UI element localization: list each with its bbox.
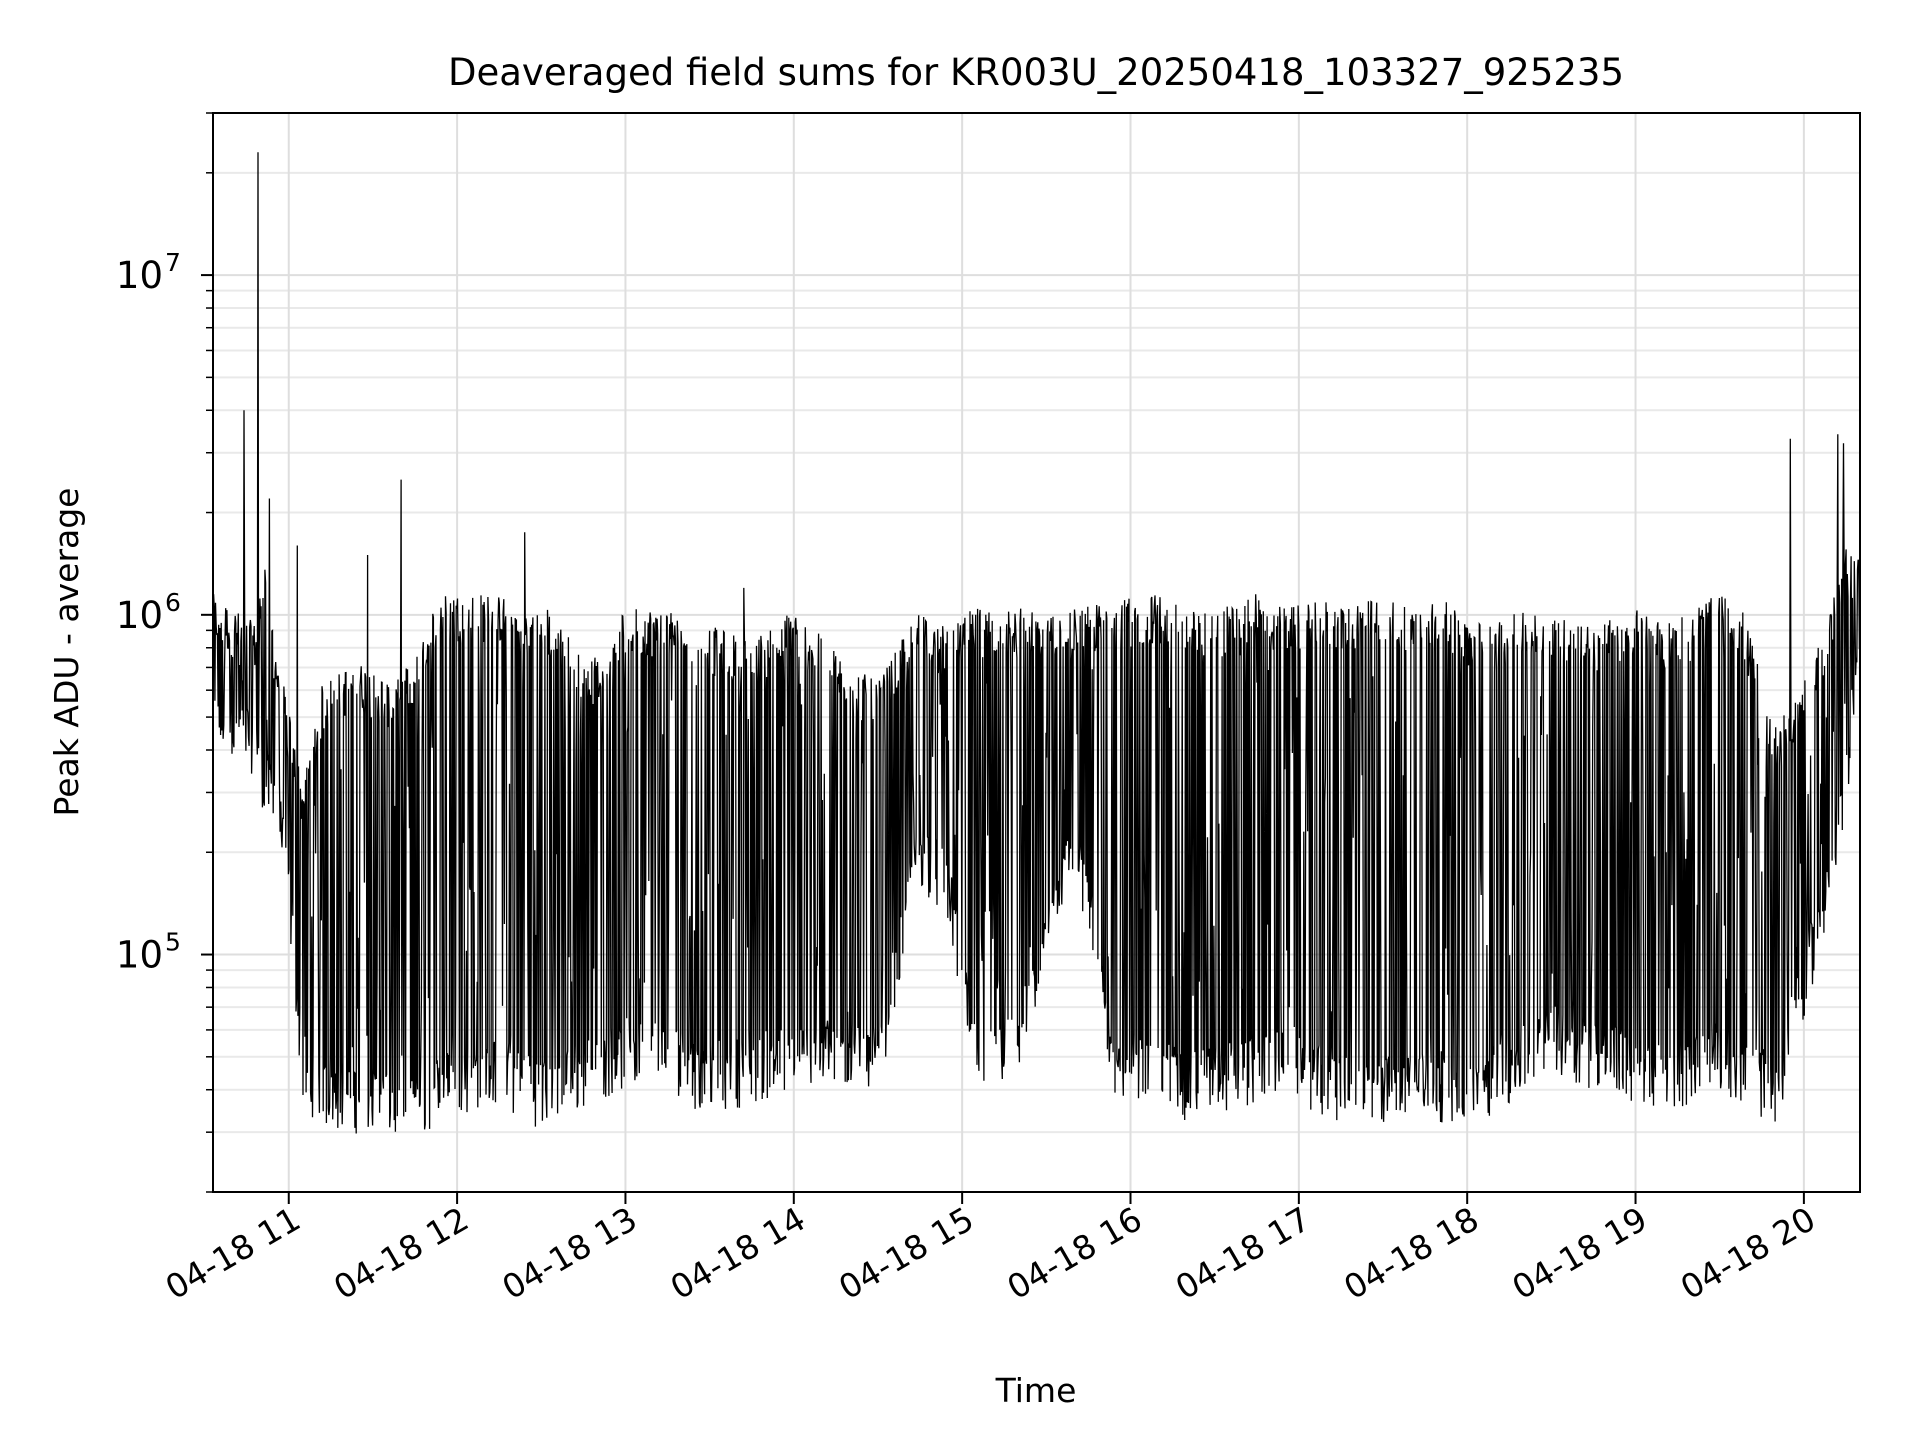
plot-frame — [212, 112, 1861, 1193]
y-tick-label: 10 — [116, 594, 163, 637]
chart-title: Deaveraged field sums for KR003U_2025041… — [448, 51, 1624, 94]
series-polyline — [212, 152, 1861, 1134]
x-axis-label: Time — [995, 1371, 1077, 1410]
y-tick-label: 10 — [116, 254, 163, 297]
y-axis-label: Peak ADU - average — [47, 488, 86, 817]
y-tick-exponent: 6 — [165, 588, 181, 617]
y-tick-exponent: 5 — [165, 928, 181, 957]
y-tick-label: 10 — [116, 934, 163, 977]
y-tick-exponent: 7 — [165, 248, 181, 277]
series-line — [212, 152, 1861, 1134]
